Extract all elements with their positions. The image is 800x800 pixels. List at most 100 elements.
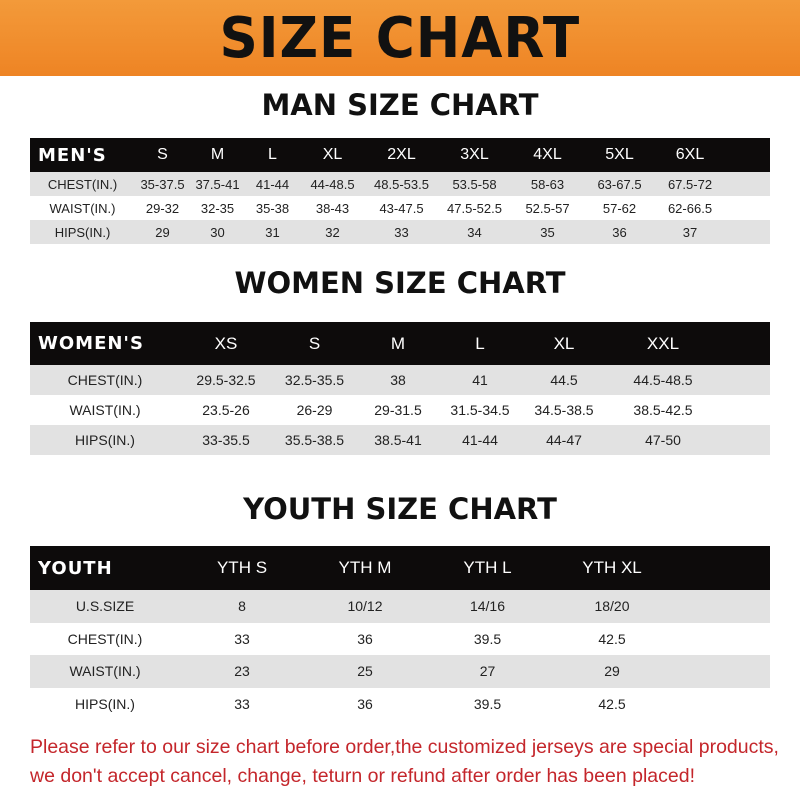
table-cell: 44-47	[546, 432, 582, 448]
table-cell: 27	[479, 663, 496, 680]
table-title-cell: YOUTH	[38, 557, 113, 579]
size-header-cell: YTH M	[338, 558, 392, 577]
notice-line-1: Please refer to our size chart before or…	[30, 736, 779, 758]
row-label: WAIST(IN.)	[69, 663, 141, 680]
table-row: WAIST(IN.) 23.5-26 26-29 29-31.5 31.5-34.5 34…	[30, 395, 770, 425]
row-label: CHEST(IN.)	[67, 372, 143, 388]
table-cell: 44.5-48.5	[633, 372, 693, 388]
table-cell: 30	[210, 224, 225, 240]
table-cell: 52.5-57	[525, 200, 570, 216]
table-cell: 47.5-52.5	[447, 200, 502, 216]
table-cell: 36	[612, 224, 627, 240]
banner: SIZE CHART	[0, 0, 800, 76]
table-cell: 67.5-72	[667, 176, 713, 192]
table-row: WAIST(IN.) 29-32 32-35 35-38 38-43 43-47.5 47.…	[30, 196, 770, 220]
table-cell: 18/20	[594, 598, 630, 615]
size-header-cell: 5XL	[605, 146, 634, 163]
table-cell: 33-35.5	[202, 432, 250, 448]
table-cell: 39.5	[473, 695, 502, 712]
size-header-cell: M	[210, 146, 225, 163]
table-cell: 25	[357, 663, 373, 680]
table-cell: 29	[155, 224, 170, 240]
table-cell: 26-29	[296, 402, 333, 418]
table-cell: 31.5-34.5	[450, 402, 510, 418]
women-chart-title: WOMEN SIZE CHART	[234, 266, 566, 300]
row-label: CHEST(IN.)	[47, 176, 118, 192]
table-cell: 33	[394, 224, 409, 240]
table-row: HIPS(IN.) 29 30 31 32 33 34 35 36 37	[30, 220, 770, 244]
women-size-table: WOMEN'S XS S M L XL XXL CHEST(IN.) 29.5-32.5 32.5…	[30, 322, 770, 455]
table-row: CHEST(IN.) 33 36 39.5 42.5	[30, 623, 770, 656]
table-cell: 44-48.5	[310, 176, 355, 192]
table-cell: 32.5-35.5	[284, 372, 345, 388]
table-cell: 37.5-41	[195, 176, 240, 192]
size-header-cell: XS	[214, 333, 238, 353]
size-header-cell: L	[268, 146, 277, 163]
banner-title: SIZE CHART	[219, 5, 581, 71]
table-cell: 43-47.5	[379, 200, 424, 216]
table-cell: 23.5-26	[202, 402, 250, 418]
table-cell: 41-44	[255, 176, 290, 192]
table-cell: 33	[234, 695, 250, 712]
table-cell: 33	[234, 630, 250, 647]
table-cell: 32-35	[200, 200, 235, 216]
size-header-cell: 6XL	[675, 146, 705, 163]
youth-chart-title: YOUTH SIZE CHART	[243, 492, 557, 526]
table-row: CHEST(IN.) 29.5-32.5 32.5-35.5 38 41 44.5 44.5…	[30, 365, 770, 395]
table-cell: 29	[604, 663, 620, 680]
table-cell: 34.5-38.5	[534, 402, 594, 418]
table-cell: 63-67.5	[597, 176, 642, 192]
table-cell: 35	[540, 224, 555, 240]
size-header-cell: M	[390, 333, 406, 353]
table-cell: 29-32	[145, 200, 180, 216]
notice-line-2: we don't accept cancel, change, teturn o…	[30, 765, 695, 787]
table-cell: 42.5	[598, 630, 626, 647]
size-header-cell: XXL	[646, 333, 680, 353]
table-cell: 36	[357, 695, 373, 712]
table-header-row: YOUTH YTH S YTH M YTH L YTH XL	[30, 546, 770, 590]
table-cell: 38.5-41	[374, 432, 422, 448]
table-cell: 31	[265, 224, 280, 240]
size-header-cell: YTH L	[463, 558, 512, 577]
size-header-cell: XL	[553, 333, 575, 353]
size-header-cell: YTH S	[216, 558, 268, 577]
row-label: U.S.SIZE	[75, 598, 135, 615]
table-cell: 41	[472, 372, 488, 388]
row-label: HIPS(IN.)	[75, 432, 135, 448]
table-row: HIPS(IN.) 33 36 39.5 42.5	[30, 688, 770, 721]
table-cell: 38.5-42.5	[633, 402, 693, 418]
table-header-row: MEN'S S M L XL 2XL 3XL 4XL 5XL 6XL	[30, 138, 770, 172]
table-cell: 53.5-58	[452, 176, 497, 192]
table-cell: 57-62	[602, 200, 637, 216]
youth-size-table: YOUTH YTH S YTH M YTH L YTH XL U.S.SIZE 8 10/12…	[30, 546, 770, 720]
men-size-table: MEN'S S M L XL 2XL 3XL 4XL 5XL 6XL CHEST(IN.) 35-37…	[30, 138, 770, 244]
table-cell: 35-38	[255, 200, 290, 216]
size-header-cell: YTH XL	[582, 558, 642, 577]
size-header-cell: 2XL	[387, 146, 416, 163]
table-cell: 37	[682, 224, 698, 240]
size-header-cell: 4XL	[533, 146, 562, 163]
table-cell: 36	[357, 630, 373, 647]
table-cell: 47-50	[645, 432, 681, 448]
table-row: U.S.SIZE 8 10/12 14/16 18/20	[30, 590, 770, 623]
table-cell: 38-43	[315, 200, 350, 216]
table-cell: 42.5	[598, 695, 626, 712]
table-cell: 10/12	[347, 598, 383, 615]
table-cell: 48.5-53.5	[374, 176, 429, 192]
table-cell: 35.5-38.5	[284, 432, 345, 448]
row-label: HIPS(IN.)	[54, 224, 111, 240]
size-header-cell: 3XL	[460, 146, 489, 163]
table-cell: 35-37.5	[140, 176, 185, 192]
table-header-row: WOMEN'S XS S M L XL XXL	[30, 322, 770, 365]
table-cell: 41-44	[462, 432, 498, 448]
table-cell: 29-31.5	[374, 402, 422, 418]
table-title-cell: MEN'S	[38, 144, 107, 166]
size-header-cell: L	[475, 333, 485, 353]
row-label: WAIST(IN.)	[49, 200, 116, 216]
table-cell: 23	[234, 663, 250, 680]
table-cell: 29.5-32.5	[196, 372, 256, 388]
table-row: HIPS(IN.) 33-35.5 35.5-38.5 38.5-41 41-44 44-…	[30, 425, 770, 455]
row-label: CHEST(IN.)	[67, 630, 143, 647]
size-header-cell: S	[308, 333, 321, 353]
table-cell: 58-63	[530, 176, 565, 192]
